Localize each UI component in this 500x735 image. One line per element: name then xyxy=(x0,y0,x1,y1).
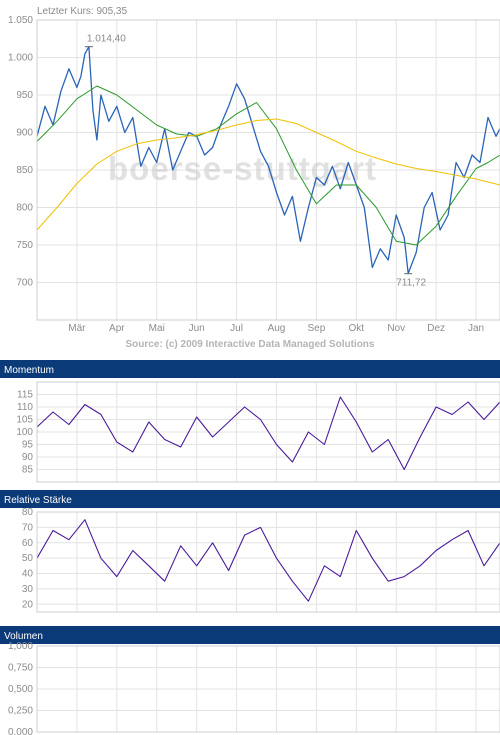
relative-strength-title: Relative Stärke xyxy=(4,495,72,506)
volume-y-axis: 0,000 0,250 0,500 0,750 1,000 xyxy=(8,641,33,735)
source-label: Source: (c) 2009 Interactive Data Manage… xyxy=(126,339,375,350)
x-tick-label: Mai xyxy=(149,323,165,334)
y-tick-label: 1.000 xyxy=(8,53,33,64)
y-tick-label: 110 xyxy=(17,402,33,413)
y-tick-label: 30 xyxy=(22,584,34,595)
volume-chart: Volumen 0,000 0,250 0,500 0,750 1,000 xyxy=(0,626,500,735)
volume-title: Volumen xyxy=(4,631,43,642)
y-tick-label: 0,000 xyxy=(8,727,33,735)
y-tick-label: 700 xyxy=(16,278,33,289)
y-tick-label: 1,000 xyxy=(8,641,33,652)
y-tick-label: 1.050 xyxy=(8,15,33,26)
y-tick-label: 850 xyxy=(16,165,33,176)
x-tick-label: Aug xyxy=(268,323,286,334)
annotation-label: 711,72 xyxy=(396,278,426,289)
volume-header-bar xyxy=(0,626,500,644)
x-tick-label: Jan xyxy=(468,323,484,334)
x-tick-label: Nov xyxy=(387,323,405,334)
y-tick-label: 20 xyxy=(22,599,34,610)
y-tick-label: 900 xyxy=(16,128,33,139)
y-tick-label: 40 xyxy=(22,569,34,580)
y-tick-label: 80 xyxy=(22,507,34,518)
momentum-frame xyxy=(36,381,500,483)
watermark: boerse-stuttgart xyxy=(108,150,377,187)
x-tick-label: Okt xyxy=(349,323,365,334)
relative-strength-header-bar xyxy=(0,490,500,508)
relative-strength-grid xyxy=(37,511,500,612)
price-series xyxy=(36,46,500,275)
y-tick-label: 800 xyxy=(16,203,33,214)
relative-strength-series xyxy=(36,519,500,602)
relative-strength-y-axis: 20 30 40 50 60 70 80 xyxy=(22,507,34,610)
volume-grid xyxy=(37,645,500,733)
x-tick-label: Jul xyxy=(230,323,243,334)
y-tick-label: 95 xyxy=(22,440,34,451)
relative-strength-chart: Relative Stärke 20 30 40 50 60 70 80 xyxy=(0,490,500,613)
series-line-ma_short xyxy=(36,85,500,246)
x-tick-label: Sep xyxy=(307,323,325,334)
series-line-price xyxy=(36,46,500,275)
y-tick-label: 70 xyxy=(22,522,34,533)
x-tick-label: Mär xyxy=(68,323,86,334)
price-frame xyxy=(36,19,500,321)
y-tick-label: 0,250 xyxy=(8,706,33,717)
x-tick-label: Apr xyxy=(109,323,125,334)
momentum-header-bar xyxy=(0,360,500,378)
y-tick-label: 950 xyxy=(16,90,33,101)
y-tick-label: 100 xyxy=(16,427,33,438)
series-line-momentum xyxy=(36,396,500,471)
volume-frame xyxy=(36,645,500,733)
momentum-series xyxy=(36,396,500,471)
y-tick-label: 60 xyxy=(22,538,34,549)
y-tick-label: 750 xyxy=(16,240,33,251)
y-tick-label: 50 xyxy=(22,553,34,564)
y-tick-label: 115 xyxy=(17,390,33,401)
price-x-axis: Mär Apr Mai Jun Jul Aug Sep Okt Nov Dez Jan xyxy=(68,323,484,334)
y-tick-label: 85 xyxy=(22,465,34,476)
x-tick-label: Dez xyxy=(427,323,445,334)
series-line-ma_long xyxy=(36,118,500,231)
price-grid xyxy=(37,19,500,320)
x-tick-label: Jun xyxy=(189,323,205,334)
y-tick-label: 0,500 xyxy=(8,684,33,695)
annotation-label: 1.014,40 xyxy=(87,34,126,45)
price-chart: Letzter Kurs: 905,35 700 750 800 850 900 950 1… xyxy=(8,6,500,350)
price-annotations: 1.014,40 711,72 xyxy=(84,34,426,289)
series-line-rsi xyxy=(36,519,500,602)
last-price-label: Letzter Kurs: 905,35 xyxy=(37,6,127,17)
y-tick-label: 90 xyxy=(22,452,34,463)
y-tick-label: 0,750 xyxy=(8,663,33,674)
relative-strength-frame xyxy=(36,511,500,613)
price-y-axis: 700 750 800 850 900 950 1.000 1.050 xyxy=(8,15,33,289)
y-tick-label: 105 xyxy=(16,415,33,426)
momentum-title: Momentum xyxy=(4,365,54,376)
